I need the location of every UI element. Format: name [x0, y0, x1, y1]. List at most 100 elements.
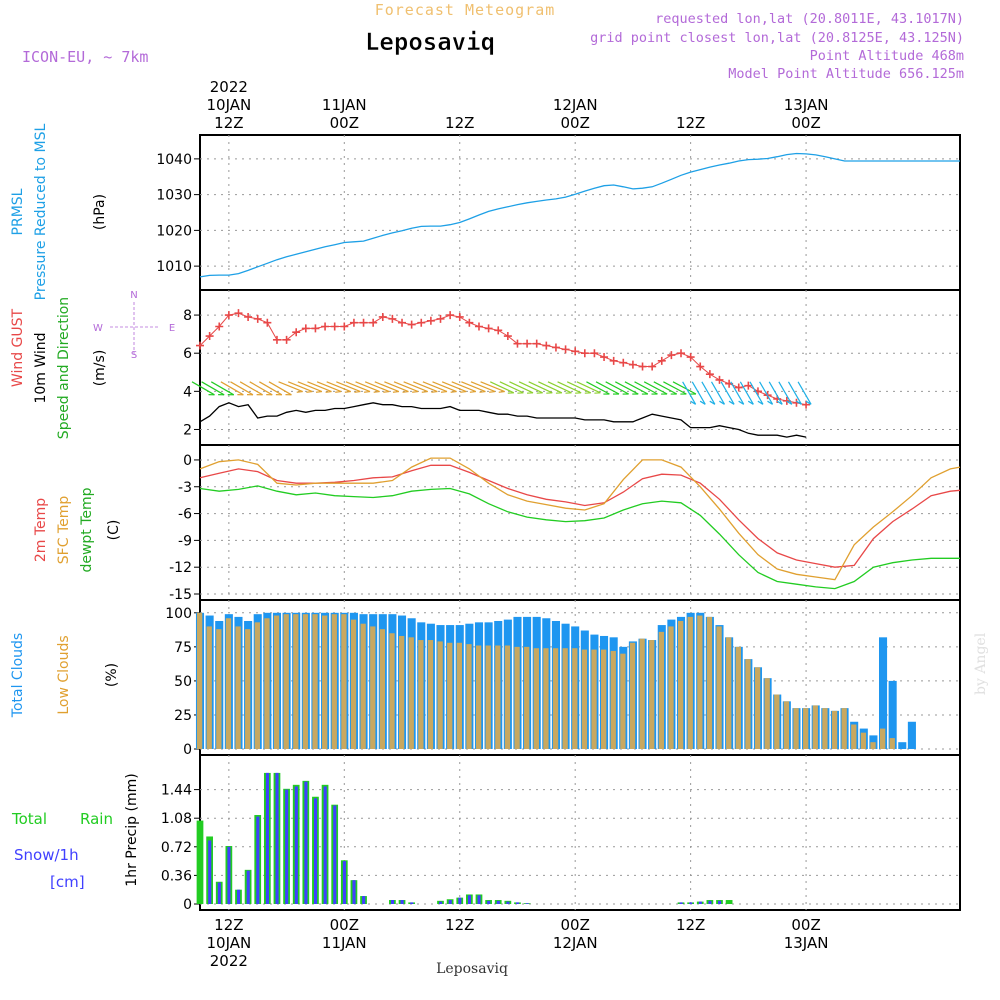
- temp-line-2: [199, 485, 960, 590]
- gust-marker: [446, 311, 455, 320]
- low-cloud-bar: [235, 626, 241, 749]
- wind-direction-arrow: [720, 381, 735, 405]
- bottom-date-label: 12JAN: [553, 934, 598, 952]
- total-cloud-bar: [907, 721, 916, 749]
- model-altitude: Model Point Altitude 656.125m: [728, 66, 964, 82]
- low-cloud-bar: [562, 648, 568, 749]
- low-cloud-bar: [196, 612, 203, 749]
- pressure-ytick-label: 1010: [156, 259, 192, 275]
- wind-direction-arrow: [787, 381, 802, 405]
- gust-marker: [224, 311, 233, 320]
- location-title: Leposaviq: [365, 28, 495, 56]
- wind-direction-arrow: [499, 381, 524, 394]
- snow-bar: [208, 840, 212, 904]
- top-hour-label: 00Z: [561, 114, 590, 132]
- wind-direction-arrow: [278, 381, 303, 393]
- wind-direction-arrow: [307, 381, 332, 393]
- wind-direction-arrow: [461, 381, 486, 393]
- snow-unit-label: [cm]: [50, 873, 85, 891]
- low-cloud-bar: [610, 650, 616, 749]
- low-cloud-bar: [273, 615, 280, 749]
- gust-marker: [378, 312, 387, 321]
- wind-direction-arrowhead: [786, 400, 793, 405]
- low-cloud-bar: [860, 732, 867, 749]
- total-clouds-label: Total Clouds: [10, 633, 26, 718]
- low-cloud-bar: [322, 615, 328, 749]
- snow-bar: [708, 900, 712, 904]
- bottom-date-label: 10JAN: [206, 934, 251, 952]
- precip-ytick-label: 0.72: [161, 840, 192, 856]
- watermark: by Angel: [973, 632, 989, 695]
- snow-bar: [467, 895, 472, 904]
- snow-bar: [390, 900, 395, 904]
- temp-dew-label: dewpt Temp: [79, 487, 95, 572]
- wind-direction-arrowhead: [296, 390, 303, 393]
- rain-bar: [725, 900, 733, 904]
- low-cloud-bar: [447, 642, 453, 749]
- wind-direction-arrowhead: [412, 390, 419, 393]
- pressure-label-2: Pressure Reduced to MSL: [33, 123, 49, 300]
- gust-marker: [715, 375, 724, 384]
- gust-marker: [609, 356, 618, 365]
- temperature-ytick-label: -9: [178, 533, 192, 549]
- gust-marker: [619, 358, 628, 367]
- wind-ytick-label: 8: [183, 308, 192, 324]
- low-cloud-bar: [225, 618, 232, 749]
- low-cloud-bar: [879, 728, 886, 749]
- low-cloud-bar: [803, 708, 809, 749]
- precip-ytick-label: 0.36: [161, 868, 192, 884]
- wind-direction-arrow: [230, 381, 254, 396]
- wind-direction-arrow: [710, 381, 726, 405]
- wind-direction-arrow: [210, 381, 235, 396]
- wind-direction-arrowhead: [364, 390, 371, 393]
- wind-direction-arrow: [393, 381, 419, 393]
- wind-direction-arrowhead: [383, 390, 390, 393]
- gust-marker: [388, 314, 397, 323]
- low-cloud-bar: [360, 623, 366, 749]
- gust-marker: [340, 322, 349, 331]
- low-cloud-bar: [427, 640, 434, 749]
- wind-direction-arrow: [739, 381, 754, 405]
- snow-bar: [333, 805, 337, 904]
- wind-direction-arrowhead: [402, 390, 409, 393]
- gust-marker: [234, 309, 243, 318]
- low-cloud-bar: [331, 614, 337, 749]
- low-cloud-bar: [216, 629, 222, 749]
- snow-bar: [689, 902, 693, 904]
- wind-direction-arrow: [336, 381, 361, 393]
- temp-sfc-label: SFC Temp: [56, 496, 72, 565]
- wind-direction-arrowhead: [373, 390, 380, 393]
- snow-bar: [477, 895, 481, 904]
- wind-direction-arrow: [432, 381, 457, 393]
- low-cloud-bar: [408, 637, 414, 749]
- gust-marker: [465, 318, 474, 327]
- gust-marker: [349, 318, 358, 327]
- footer-location: Leposaviq: [436, 961, 508, 977]
- wind-direction-arrow: [374, 381, 400, 393]
- wind-direction-arrow: [653, 381, 678, 395]
- wind-direction-arrowhead: [306, 390, 313, 393]
- gust-marker: [667, 351, 676, 360]
- gust-marker: [657, 356, 666, 365]
- panels: 1010 1020 1030 1040 PRMSL Pressure Reduced to…: [10, 123, 961, 913]
- snow-bar: [294, 786, 298, 904]
- low-cloud-bar: [687, 616, 693, 749]
- gust-marker: [205, 332, 214, 341]
- grid-coords: grid point closest lon,lat (20.8125E, 43…: [590, 30, 964, 46]
- gust-marker: [321, 322, 330, 331]
- low-cloud-bar: [466, 644, 472, 749]
- temperature-frame: [199, 444, 961, 601]
- wind-direction-arrow: [624, 381, 649, 395]
- wind-direction-arrow: [287, 381, 313, 393]
- wind-direction-arrow: [672, 381, 697, 395]
- low-cloud-bar: [533, 648, 539, 749]
- temperature-ytick-label: -15: [169, 587, 192, 603]
- wind-direction-arrowhead: [690, 400, 696, 405]
- wind-direction-arrow: [557, 381, 582, 394]
- snow-bar: [679, 902, 683, 904]
- wind-direction-arrow: [413, 381, 438, 393]
- rain-label: Rain: [80, 810, 113, 828]
- low-cloud-bar: [774, 694, 780, 749]
- gust-marker: [263, 318, 272, 327]
- wind-direction-arrow: [470, 381, 496, 393]
